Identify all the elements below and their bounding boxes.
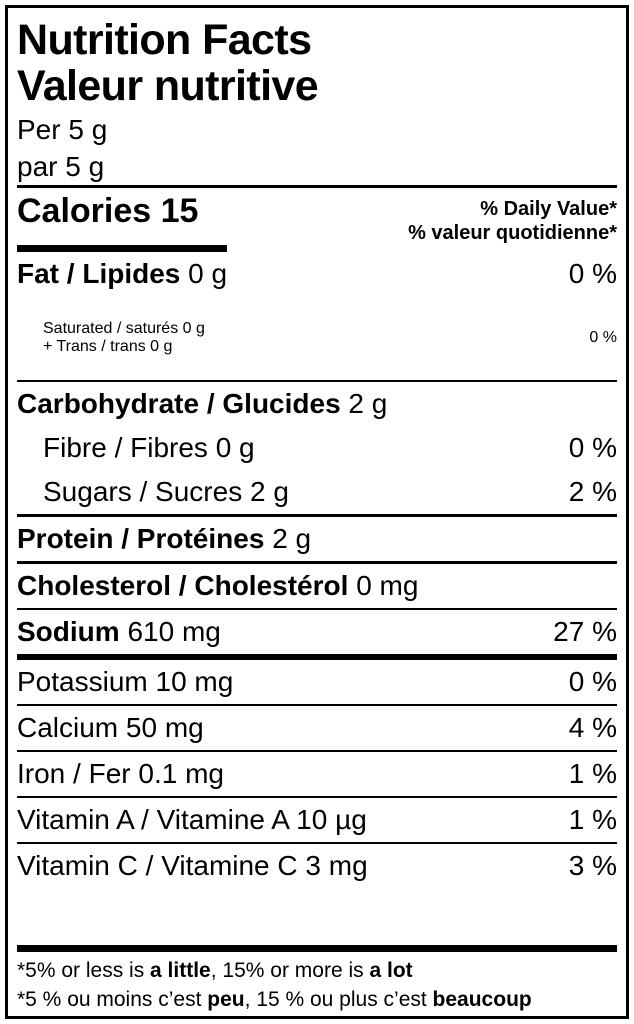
row-saturated-trans-names: Saturated / saturés 0 g + Trans / trans …: [17, 320, 205, 356]
row-potassium: Potassium 10 mg 0 %: [17, 660, 617, 704]
calories-text: Calories 15: [17, 191, 198, 231]
row-calcium-name: Calcium 50 mg: [17, 712, 204, 743]
nutrition-facts-label: Nutrition Facts Valeur nutritive Per 5 g…: [5, 5, 629, 1019]
row-fat-label: Fat / Lipides: [17, 258, 181, 289]
serving-size-english: Per 5 g: [17, 114, 108, 145]
row-protein: Protein / Protéines 2 g: [17, 517, 617, 561]
row-sodium-label: Sodium: [17, 616, 120, 647]
daily-value-heading-french: % valeur quotidienne*: [408, 222, 617, 244]
row-protein-name: Protein / Protéines 2 g: [17, 522, 311, 556]
row-sodium-percent: 27 %: [553, 616, 617, 647]
row-carbohydrate-name: Carbohydrate / Glucides 2 g: [17, 387, 387, 421]
label-title-french: Valeur nutritive: [17, 62, 319, 110]
footnote-french: *5 % ou moins c’est peu, 15 % ou plus c’…: [17, 985, 617, 1014]
row-fat-percent: 0 %: [568, 258, 617, 289]
rule-below-protein: [17, 561, 617, 564]
calories-band: Calories 15 % Daily Value* % valeur quot…: [17, 188, 617, 245]
row-sodium-amount: 610 mg: [127, 616, 221, 647]
row-calcium: Calcium 50 mg 4 %: [17, 706, 617, 750]
row-fat: Fat / Lipides 0 g 0 %: [17, 252, 617, 296]
row-carbohydrate: Carbohydrate / Glucides 2 g: [17, 382, 617, 426]
row-saturated-name: Saturated / saturés 0 g: [43, 320, 205, 337]
rule-below-trans: [17, 380, 617, 382]
row-sugars-percent: 2 %: [568, 476, 617, 507]
row-vitamin-a-percent: 1 %: [568, 804, 617, 835]
calories-label: Calories: [17, 192, 152, 230]
footnote-fr-part1: *5 % ou moins c’est: [17, 988, 208, 1011]
row-iron-percent: 1 %: [568, 758, 617, 789]
footnote-en-part1: *5% or less is: [17, 959, 151, 982]
row-potassium-percent: 0 %: [568, 666, 617, 697]
footnote-fr-part2: , 15 % ou plus c’est: [244, 988, 433, 1011]
row-carbohydrate-amount: 2 g: [348, 388, 388, 419]
row-vitamin-a: Vitamin A / Vitamine A 10 µg 1 %: [17, 798, 617, 842]
row-protein-amount: 2 g: [272, 523, 312, 554]
row-protein-label: Protein / Protéines: [17, 523, 265, 554]
layout-spacer: [17, 888, 617, 945]
footnote-fr-bold1: peu: [207, 988, 245, 1011]
row-vitamin-c-percent: 3 %: [568, 850, 617, 881]
rule-below-potassium: [17, 704, 617, 706]
footnote-english: *5% or less is a little, 15% or more is …: [17, 956, 617, 985]
row-sugars-name: Sugars / Sucres 2 g: [43, 476, 289, 507]
row-vitamin-c-name: Vitamin C / Vitamine C 3 mg: [17, 850, 368, 881]
row-saturated-trans: Saturated / saturés 0 g + Trans / trans …: [17, 296, 617, 380]
footnote-en-part2: , 15% or more is: [210, 959, 370, 982]
label-title-english: Nutrition Facts: [17, 16, 312, 64]
rule-above-footnote: [17, 945, 617, 952]
row-fat-amount: 0 g: [188, 258, 228, 289]
rule-below-calories: [17, 245, 227, 252]
row-cholesterol: Cholesterol / Cholestérol 0 mg: [17, 564, 617, 608]
rule-below-sodium: [17, 654, 617, 660]
calories-value: 15: [160, 192, 199, 230]
row-iron-name: Iron / Fer 0.1 mg: [17, 758, 224, 789]
serving-size-french: par 5 g: [17, 151, 105, 182]
row-sodium-name: Sodium 610 mg: [17, 615, 221, 649]
rule-below-sugars: [17, 514, 617, 517]
daily-value-heading: % Daily Value* % valeur quotidienne*: [408, 191, 617, 245]
row-sugars: Sugars / Sucres 2 g 2 %: [17, 470, 617, 514]
row-vitamin-c: Vitamin C / Vitamine C 3 mg 3 %: [17, 844, 617, 888]
row-cholesterol-label: Cholesterol / Cholestérol: [17, 570, 349, 601]
footnote-en-bold2: a lot: [369, 959, 413, 982]
rule-below-vitamin-a: [17, 842, 617, 844]
row-sodium: Sodium 610 mg 27 %: [17, 610, 617, 654]
row-carbohydrate-label: Carbohydrate / Glucides: [17, 388, 341, 419]
row-vitamin-a-name: Vitamin A / Vitamine A 10 µg: [17, 804, 367, 835]
row-potassium-name: Potassium 10 mg: [17, 666, 234, 697]
row-fibre: Fibre / Fibres 0 g 0 %: [17, 426, 617, 470]
row-calcium-percent: 4 %: [568, 712, 617, 743]
row-fat-name: Fat / Lipides 0 g: [17, 257, 227, 291]
row-trans-name: + Trans / trans 0 g: [43, 338, 173, 355]
row-fibre-percent: 0 %: [568, 432, 617, 463]
rule-below-serving: [17, 185, 617, 188]
daily-value-heading-english: % Daily Value*: [480, 198, 617, 220]
row-cholesterol-amount: 0 mg: [356, 570, 419, 601]
row-iron: Iron / Fer 0.1 mg 1 %: [17, 752, 617, 796]
rule-below-cholesterol: [17, 608, 617, 610]
rule-below-calcium: [17, 750, 617, 752]
footnote-fr-bold2: beaucoup: [432, 988, 532, 1011]
row-fibre-name: Fibre / Fibres 0 g: [43, 432, 255, 463]
row-saturated-trans-percent: 0 %: [589, 329, 617, 346]
footnote-en-bold1: a little: [150, 959, 211, 982]
footnote: *5% or less is a little, 15% or more is …: [17, 952, 617, 1016]
row-cholesterol-name: Cholesterol / Cholestérol 0 mg: [17, 569, 418, 603]
rule-below-iron: [17, 796, 617, 798]
